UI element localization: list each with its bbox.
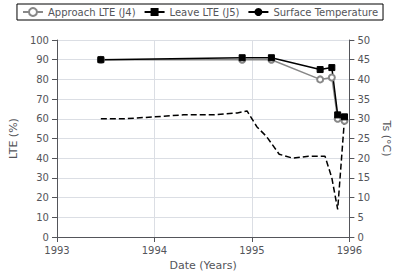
svg-text:15: 15 [357,172,370,183]
svg-text:10: 10 [357,192,370,203]
svg-text:30: 30 [36,172,49,183]
svg-text:1993: 1993 [44,245,69,256]
svg-text:60: 60 [36,113,49,124]
svg-text:0: 0 [43,232,49,243]
svg-text:45: 45 [357,54,370,65]
svg-text:5: 5 [357,212,363,223]
svg-text:0: 0 [357,232,363,243]
svg-text:35: 35 [357,94,370,105]
svg-text:1994: 1994 [142,245,167,256]
svg-text:LTE (%): LTE (%) [7,118,20,159]
svg-text:Approach LTE (J4): Approach LTE (J4) [48,7,136,18]
svg-text:100: 100 [30,35,49,46]
svg-text:80: 80 [36,74,49,85]
svg-text:20: 20 [357,153,370,164]
svg-text:90: 90 [36,54,49,65]
svg-text:50: 50 [36,133,49,144]
svg-text:Leave LTE (J5): Leave LTE (J5) [170,7,240,18]
svg-text:Ts (°C): Ts (°C) [380,120,393,157]
svg-text:30: 30 [357,113,370,124]
svg-text:Surface Temperature: Surface Temperature [273,7,378,18]
svg-text:40: 40 [357,74,370,85]
svg-text:50: 50 [357,35,370,46]
svg-text:70: 70 [36,94,49,105]
svg-text:10: 10 [36,212,49,223]
svg-text:Date (Years): Date (Years) [169,259,236,272]
svg-text:40: 40 [36,153,49,164]
svg-text:20: 20 [36,192,49,203]
svg-text:25: 25 [357,133,370,144]
svg-text:1995: 1995 [239,245,264,256]
svg-text:1996: 1996 [337,245,362,256]
